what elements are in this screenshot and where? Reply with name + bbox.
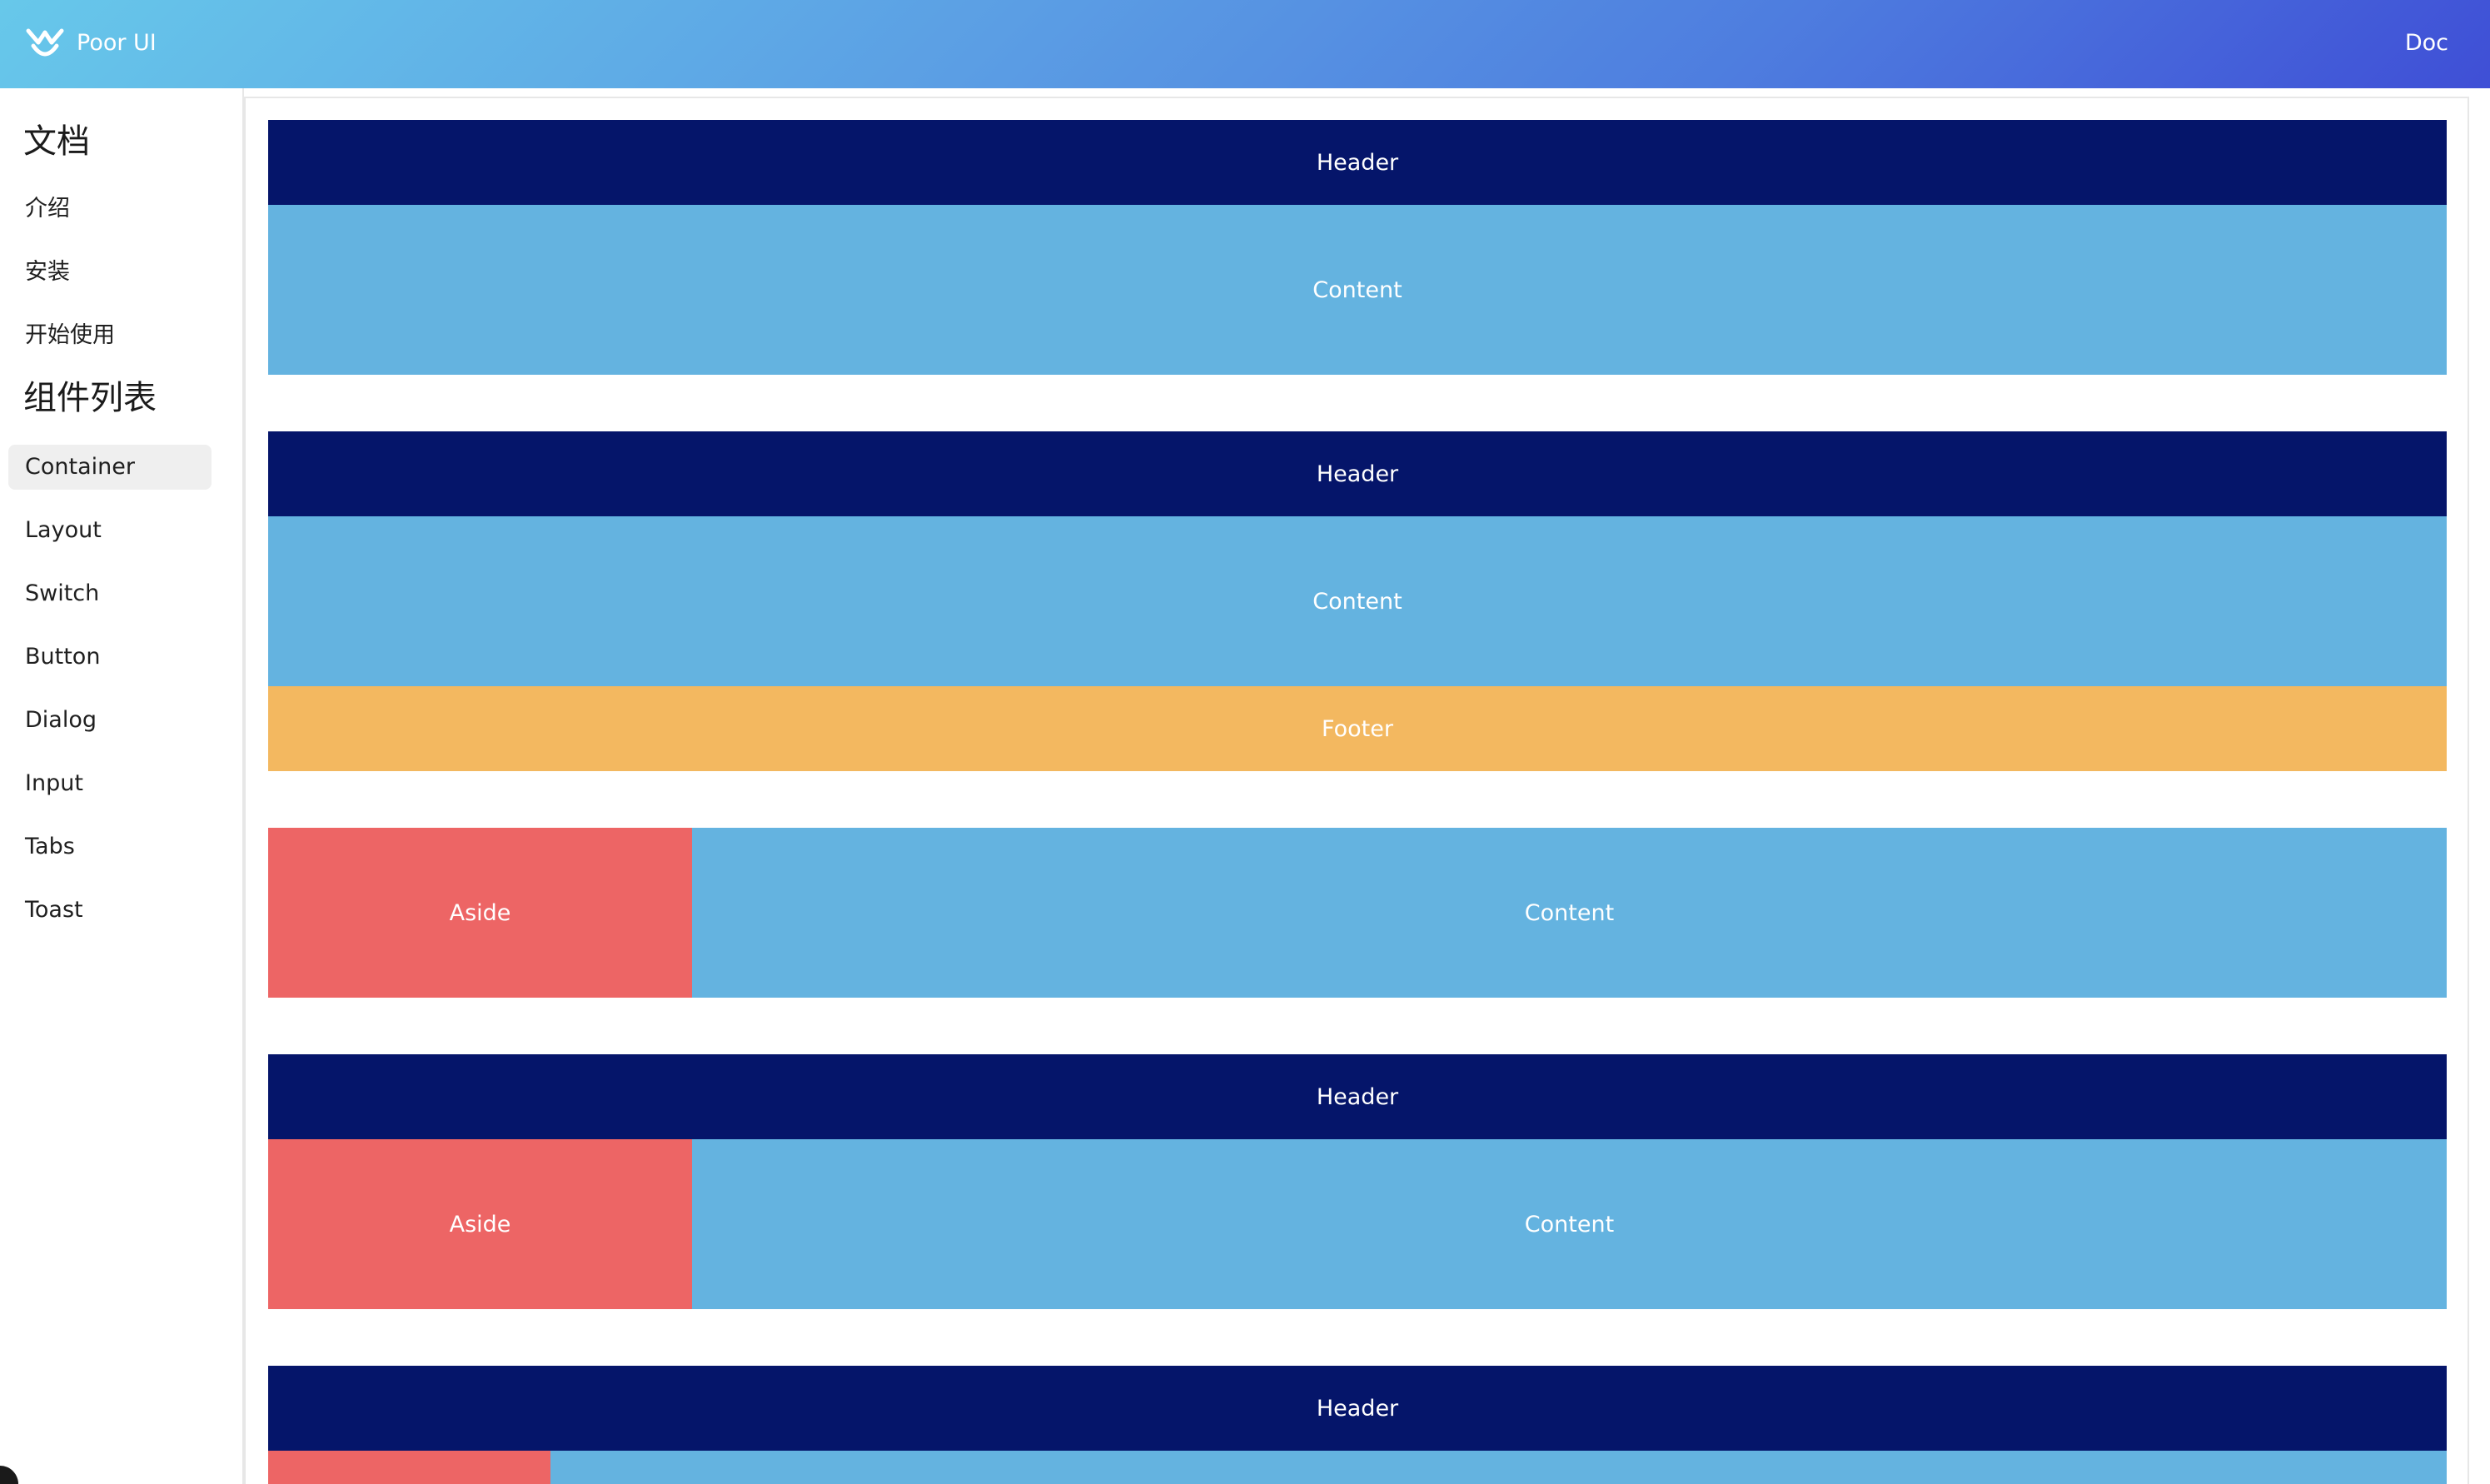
sidebar: 文档 介绍 安装 开始使用 组件列表 Container Layout Swit… [0, 88, 244, 1484]
sidebar-item-install[interactable]: 安装 [25, 259, 70, 285]
sidebar-item-dialog[interactable]: Dialog [25, 707, 97, 733]
demo-content: Content [268, 205, 2447, 375]
sidebar-item-layout[interactable]: Layout [25, 517, 102, 543]
demo-aside [268, 1451, 550, 1484]
sidebar-item-container[interactable]: Container [8, 445, 212, 490]
sidebar-item-intro[interactable]: 介绍 [25, 196, 70, 222]
sidebar-item-switch[interactable]: Switch [25, 580, 100, 606]
container-demo-header-content: Header Content [268, 120, 2447, 375]
demo-content [550, 1451, 2447, 1484]
sidebar-item-button[interactable]: Button [25, 644, 101, 670]
container-demo-header-content-footer: Header Content Footer [268, 431, 2447, 771]
sidebar-item-get-started[interactable]: 开始使用 [25, 322, 115, 348]
sidebar-item-tabs[interactable]: Tabs [25, 834, 75, 859]
demo-header: Header [268, 120, 2447, 205]
sidebar-heading-docs: 文档 [23, 122, 90, 161]
container-demo-aside-content: Aside Content [268, 828, 2447, 998]
brand-name[interactable]: Poor UI [77, 30, 157, 56]
demo-footer: Footer [268, 686, 2447, 771]
doc-link[interactable]: Doc [2404, 30, 2448, 56]
container-demo-header-aside-content-2: Header [268, 1366, 2447, 1484]
sidebar-item-input[interactable]: Input [25, 770, 83, 796]
sidebar-item-toast[interactable]: Toast [25, 897, 83, 923]
container-demo-header-aside-content: Header Aside Content [268, 1054, 2447, 1309]
top-nav-bar: Poor UI Doc [0, 0, 2490, 88]
sidebar-heading-components: 组件列表 [23, 379, 157, 417]
demo-aside: Aside [268, 1139, 692, 1309]
demo-aside: Aside [268, 828, 692, 998]
demo-header: Header [268, 1366, 2447, 1451]
demo-content: Content [692, 828, 2447, 998]
demo-content: Content [692, 1139, 2447, 1309]
logo-icon[interactable] [25, 26, 65, 62]
demo-content: Content [268, 516, 2447, 686]
demo-header: Header [268, 431, 2447, 516]
demo-header: Header [268, 1054, 2447, 1139]
main-content: Header Content Header Content Footer Asi… [244, 97, 2469, 1484]
